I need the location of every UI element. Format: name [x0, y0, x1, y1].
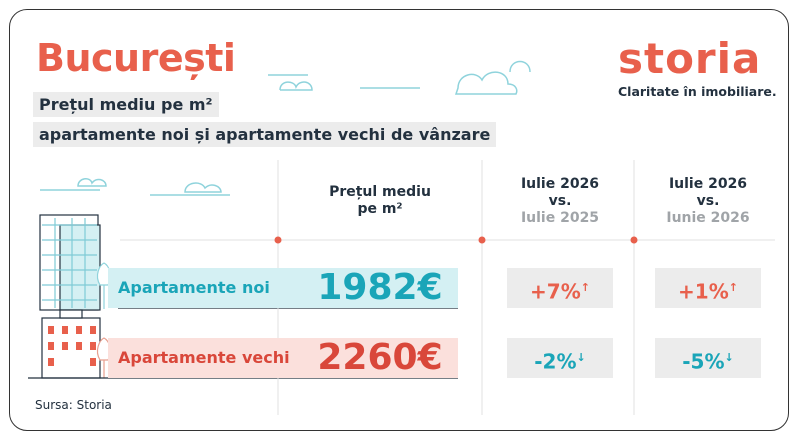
- price: 1982€: [317, 267, 443, 308]
- title: București: [36, 36, 236, 80]
- header-line: vs.: [548, 193, 572, 209]
- frame: [9, 9, 789, 431]
- change: +7%: [530, 279, 581, 304]
- change: -5%: [682, 349, 725, 374]
- row-label: Apartamente vechi: [118, 348, 290, 367]
- change-cell: +7%↑: [507, 268, 613, 308]
- change-cell: -2%↓: [507, 338, 613, 378]
- subtitle: Prețul mediu pe m²: [33, 92, 219, 117]
- header-line: pe m²: [357, 201, 403, 217]
- row-band: [108, 338, 458, 378]
- column-header: Iulie 2026 vs. Iulie 2025: [490, 176, 630, 227]
- row-label: Apartamente noi: [118, 278, 270, 297]
- change: -2%: [534, 349, 577, 374]
- change: +1%: [678, 279, 729, 304]
- brand-tagline: Claritate în imobiliare.: [618, 84, 777, 99]
- header-line: Iulie 2025: [520, 210, 600, 226]
- change-cell: +1%↑: [655, 268, 761, 308]
- header-line: Iulie 2026: [668, 176, 748, 192]
- header-line: Prețul mediu: [329, 184, 431, 200]
- column-header: Prețul mediu pe m²: [300, 184, 460, 218]
- change-cell: -5%↓: [655, 338, 761, 378]
- header-line: Iulie 2026: [520, 176, 600, 192]
- source: Sursa: Storia: [35, 398, 112, 412]
- price: 2260€: [317, 337, 443, 378]
- subtitle: apartamente noi și apartamente vechi de …: [33, 122, 497, 147]
- column-header: Iulie 2026 vs. Iunie 2026: [638, 176, 778, 227]
- header-line: vs.: [696, 193, 720, 209]
- brand-logo: storia: [618, 34, 762, 83]
- row-band: [108, 268, 458, 308]
- header-line: Iunie 2026: [666, 210, 750, 226]
